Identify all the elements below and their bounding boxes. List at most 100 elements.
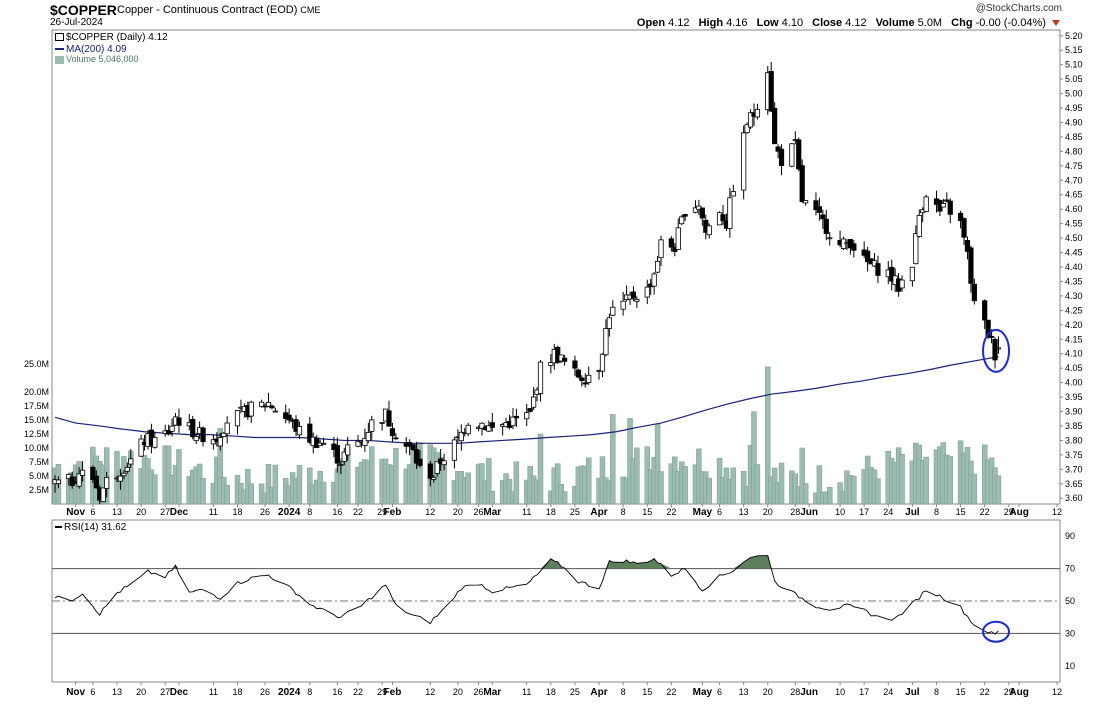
volume-bar [555, 463, 561, 505]
candle-body [269, 405, 275, 409]
candle-body [434, 461, 440, 474]
candle-body [682, 213, 688, 217]
legend-rsi-text: RSI(14) 31.62 [64, 522, 127, 533]
volume-bar [417, 442, 423, 505]
candle-body [947, 200, 953, 215]
price-tick-label: 5.15 [1065, 45, 1083, 55]
candle-body [658, 239, 664, 259]
candle-body [768, 71, 774, 112]
date-tick-label: 29 [1004, 687, 1014, 697]
price-tick-label: 4.30 [1065, 291, 1083, 301]
candle-body [393, 437, 399, 440]
candle-body [121, 472, 127, 477]
candle-body [465, 424, 471, 435]
rsi-tick-label: 70 [1065, 564, 1075, 574]
date-tick-label: 26 [260, 507, 270, 517]
volume-bar [682, 466, 688, 505]
price-tick-label: 3.85 [1065, 421, 1083, 431]
date-tick-label: 2024 [278, 687, 301, 698]
candle-body [741, 132, 747, 191]
instrument-description: Copper - Continuous Contract (EOD) [117, 4, 298, 16]
date-tick-label: 11 [209, 507, 218, 517]
volume-tick-label: 7.5M [29, 457, 49, 467]
date-tick-label: 13 [739, 687, 749, 697]
candle-body [152, 437, 158, 448]
volume-bar [799, 447, 805, 505]
volume-bar [486, 458, 492, 505]
date-tick-label: 8 [621, 687, 626, 697]
rsi-overbought-fill [172, 555, 775, 569]
price-tick-label: 4.10 [1065, 349, 1083, 359]
candle-body [668, 238, 674, 248]
volume-bar [465, 472, 471, 505]
volume-bar [778, 462, 785, 505]
price-tick-label: 3.80 [1065, 435, 1083, 445]
candle-body [479, 422, 485, 429]
volume-bar [561, 491, 568, 505]
candle-body [778, 148, 785, 167]
price-tick-label: 4.95 [1065, 103, 1083, 113]
candle-body [293, 419, 299, 432]
high-value: 4.16 [726, 17, 748, 29]
candle-body [772, 107, 778, 145]
rsi-tick-label: 30 [1065, 628, 1075, 638]
date-tick-label: 27 [160, 507, 170, 517]
date-tick-label: Apr [590, 687, 607, 698]
date-tick-label: 26 [260, 687, 270, 697]
volume-bar [369, 446, 375, 505]
candle-body [386, 410, 392, 427]
price-tick-label: 5.10 [1065, 60, 1083, 70]
date-tick-label: 20 [453, 507, 463, 517]
date-tick-label: 11 [209, 687, 218, 697]
candle-body [651, 273, 657, 287]
candle-body [90, 466, 96, 480]
date-tick-label: 12 [425, 507, 435, 517]
rsi-line [54, 555, 999, 635]
price-tick-label: 4.75 [1065, 161, 1083, 171]
candle-body [451, 439, 458, 461]
candle-body [296, 426, 303, 436]
volume-bar [217, 428, 223, 505]
candle-body [389, 428, 396, 437]
candle-body [575, 369, 581, 378]
legend-volume: Volume 5,046,000 [55, 54, 139, 64]
rsi-tick-label: 10 [1065, 661, 1075, 671]
candle-body [961, 218, 967, 238]
price-highlight-ellipse [982, 328, 1011, 373]
date-tick-label: 10 [835, 687, 845, 697]
date-tick-label: 2024 [278, 507, 301, 518]
volume-tick-label: 25.0M [24, 359, 49, 369]
candle-body [217, 437, 223, 447]
candle-body [957, 212, 964, 221]
ma200-line-group [54, 356, 999, 444]
candle-body [923, 196, 929, 212]
chart-date: 26-Jul-2024 [50, 17, 103, 28]
legend-ma: MA(200) 4.09 [55, 44, 127, 55]
price-tick-label: 3.70 [1065, 464, 1083, 474]
low-label: Low [756, 17, 779, 29]
date-tick-label: Jul [905, 687, 920, 698]
candle-body [79, 469, 86, 476]
date-tick-label: 13 [112, 507, 122, 517]
date-tick-label: 26 [474, 507, 484, 517]
price-tick-label: 3.90 [1065, 407, 1083, 417]
candle-body [603, 328, 609, 356]
price-tick-label: 4.25 [1065, 305, 1083, 315]
candle-body [964, 239, 971, 252]
candle-body [796, 139, 802, 170]
volume-bar [610, 414, 616, 505]
price-tick-label: 4.15 [1065, 334, 1083, 344]
candle-body [345, 444, 351, 456]
candle-body [706, 225, 712, 236]
candle-body [985, 319, 991, 338]
volume-bar [802, 483, 809, 505]
date-tick-label: 20 [763, 507, 773, 517]
candle-body [100, 487, 106, 503]
volume-bar [296, 465, 303, 505]
date-tick-label: 8 [307, 687, 312, 697]
candle-body [224, 422, 230, 435]
volume-bar [634, 447, 640, 505]
date-tick-label: May [693, 507, 713, 518]
candle-body [117, 475, 124, 482]
